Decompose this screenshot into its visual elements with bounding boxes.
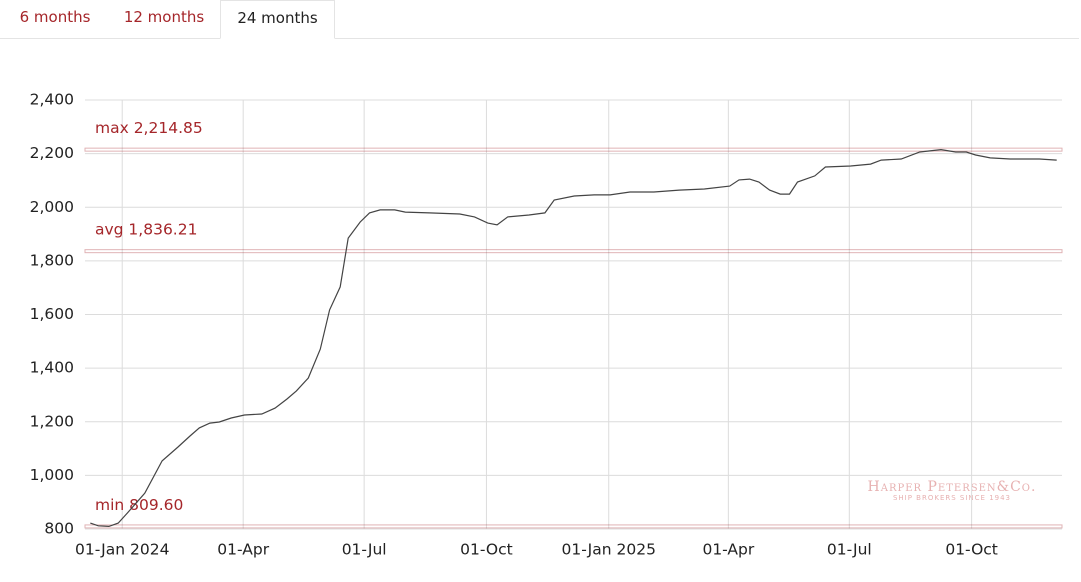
y-tick-label: 1,200 xyxy=(30,412,74,430)
x-tick-label: 01-Apr xyxy=(217,541,269,559)
y-tick-label: 1,000 xyxy=(30,466,74,484)
y-tick-label: 800 xyxy=(44,520,74,538)
reference-line xyxy=(84,147,1063,152)
x-tick-label: 01-Oct xyxy=(945,541,998,559)
y-tick-label: 1,800 xyxy=(30,251,74,269)
y-tick-label: 2,000 xyxy=(30,198,74,216)
y-tick-label: 1,600 xyxy=(30,305,74,323)
x-tick-label: 01-Jul xyxy=(342,541,387,559)
reference-line xyxy=(84,249,1063,254)
reference-line xyxy=(84,524,1063,529)
reference-label: min 809.60 xyxy=(95,496,183,514)
tab-bar: 6 months 12 months 24 months xyxy=(0,0,1079,39)
watermark-name: Harper Petersen&Co. xyxy=(868,479,1037,495)
y-tick-label: 1,400 xyxy=(30,359,74,377)
x-tick-label: 01-Jan 2024 xyxy=(75,541,169,559)
x-tick-label: 01-Oct xyxy=(460,541,513,559)
tab[interactable]: 24 months xyxy=(220,0,335,39)
y-tick-label: 2,400 xyxy=(30,91,74,109)
reference-label: avg 1,836.21 xyxy=(95,221,197,239)
x-tick-label: 01-Jan 2025 xyxy=(561,541,655,559)
x-tick-label: 01-Apr xyxy=(702,541,754,559)
tab[interactable]: 6 months xyxy=(19,8,91,26)
reference-label: max 2,214.85 xyxy=(95,119,203,137)
y-tick-label: 2,200 xyxy=(30,144,74,162)
line xyxy=(90,148,1057,528)
watermark-tagline: SHIP BROKERS SINCE 1943 xyxy=(893,494,1011,502)
tab[interactable]: 12 months xyxy=(123,8,205,26)
x-tick-label: 01-Jul xyxy=(827,541,872,559)
